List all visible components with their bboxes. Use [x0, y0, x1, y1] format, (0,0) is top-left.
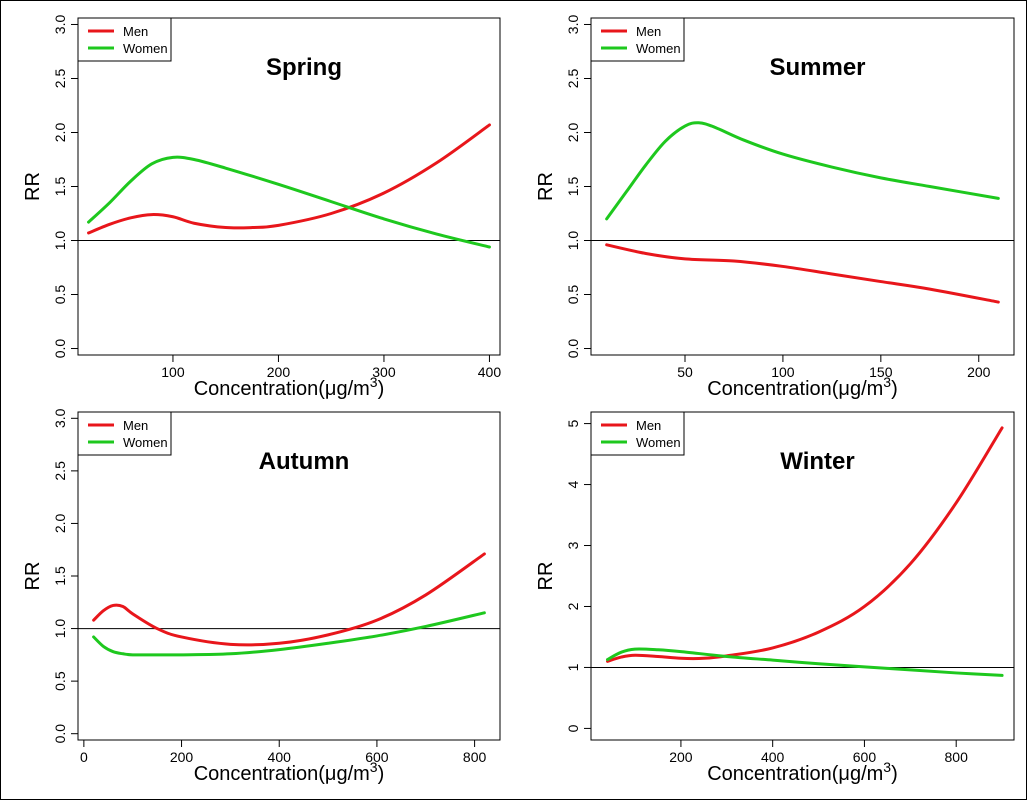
y-tick-label: 5: [565, 419, 581, 427]
series-line-men: [605, 243, 1000, 304]
panel-title: Autumn: [259, 448, 350, 475]
legend-box: [590, 411, 685, 456]
legend-box: [590, 17, 685, 62]
series-line-women: [92, 611, 486, 657]
y-tick-label: 0.5: [52, 671, 68, 691]
legend-label-women: Women: [636, 435, 681, 450]
y-tick-label: 0: [565, 724, 581, 732]
y-tick-label: 0.0: [52, 724, 68, 744]
x-tick-label: 100: [161, 364, 185, 380]
series-line-women: [606, 647, 1004, 677]
x-axis-label: Concentration(μg/m3): [707, 374, 898, 400]
x-tick-label: 50: [677, 364, 693, 380]
y-tick-label: 0.5: [565, 285, 581, 305]
y-tick-label: 0.0: [52, 339, 68, 359]
x-tick-label: 800: [463, 749, 487, 765]
legend-label-men: Men: [636, 418, 661, 433]
panel-title: Summer: [769, 54, 865, 81]
legend: Men Women: [590, 411, 685, 456]
x-axis-label: Concentration(μg/m3): [707, 759, 898, 785]
series-line-women: [605, 121, 1000, 221]
x-tick-label: 100: [771, 364, 795, 380]
panel-title: Winter: [780, 448, 854, 475]
x-tick-label: 200: [967, 364, 991, 380]
y-tick-label: 1.5: [52, 177, 68, 197]
legend-label-women: Women: [636, 41, 681, 56]
panel-title: Spring: [266, 54, 342, 81]
y-tick-label: 2.5: [52, 461, 68, 481]
x-axis-label: Concentration(μg/m3): [194, 759, 385, 785]
x-tick-label: 400: [268, 749, 292, 765]
panel-spring: 100 200 300 400 0.0 0.5 1.0 1.5 2.0 2.5 3.0 RR Conce…: [22, 15, 501, 400]
legend-label-men: Men: [123, 24, 148, 39]
x-tick-label: 600: [853, 749, 877, 765]
legend: Men Women: [77, 411, 172, 456]
x-tick-label: 400: [761, 749, 785, 765]
y-tick-label: 1.5: [565, 177, 581, 197]
y-tick-label: 2.0: [52, 513, 68, 533]
y-tick-label: 2.0: [52, 123, 68, 143]
legend-label-women: Women: [123, 41, 168, 56]
y-tick-label: 3.0: [52, 15, 68, 35]
y-tick-label: 1.5: [52, 566, 68, 586]
x-tick-label: 600: [365, 749, 389, 765]
y-tick-label: 1.0: [565, 231, 581, 251]
legend-label-men: Men: [636, 24, 661, 39]
x-tick-label: 200: [267, 364, 291, 380]
x-tick-label: 150: [869, 364, 893, 380]
y-tick-label: 3: [565, 541, 581, 549]
panel-winter: 200 400 600 800 0 1 2 3 4 5 RR Concentration(μg/m3)…: [535, 411, 1015, 785]
y-tick-label: 1.0: [52, 231, 68, 251]
y-tick-label: 4: [565, 480, 581, 488]
y-tick-label: 2: [565, 602, 581, 610]
panel-summer: 50 100 150 200 0.0 0.5 1.0 1.5 2.0 2.5 3.0 RR Concen…: [535, 15, 1015, 400]
legend-box: [77, 411, 172, 456]
y-tick-label: 2.5: [565, 69, 581, 89]
x-tick-label: 300: [372, 364, 396, 380]
legend-label-men: Men: [123, 418, 148, 433]
y-tick-label: 2.0: [565, 123, 581, 143]
legend-label-women: Women: [123, 435, 168, 450]
series-line-women: [87, 155, 491, 249]
x-axis-label: Concentration(μg/m3): [194, 374, 385, 400]
y-tick-label: 0.5: [52, 285, 68, 305]
y-axis-label: RR: [535, 562, 557, 591]
y-tick-label: 1: [565, 663, 581, 671]
y-tick-label: 3.0: [565, 15, 581, 35]
y-axis-label: RR: [22, 172, 44, 201]
x-tick-label: 200: [669, 749, 693, 765]
y-tick-label: 3.0: [52, 408, 68, 428]
legend: Men Women: [77, 17, 172, 62]
y-axis-label: RR: [22, 562, 44, 591]
y-tick-label: 1.0: [52, 619, 68, 639]
series-line-men: [92, 552, 486, 647]
legend: Men Women: [590, 17, 685, 62]
series-line-men: [87, 123, 491, 235]
x-tick-label: 0: [80, 749, 88, 765]
y-tick-label: 2.5: [52, 69, 68, 89]
y-axis-label: RR: [535, 172, 557, 201]
legend-box: [77, 17, 172, 62]
panel-autumn: 0 200 400 600 800 0.0 0.5 1.0 1.5 2.0 2.5 3.0 RR Conc…: [22, 408, 501, 785]
x-tick-label: 800: [945, 749, 969, 765]
y-tick-label: 0.0: [565, 339, 581, 359]
x-tick-label: 400: [478, 364, 502, 380]
x-tick-label: 200: [170, 749, 194, 765]
